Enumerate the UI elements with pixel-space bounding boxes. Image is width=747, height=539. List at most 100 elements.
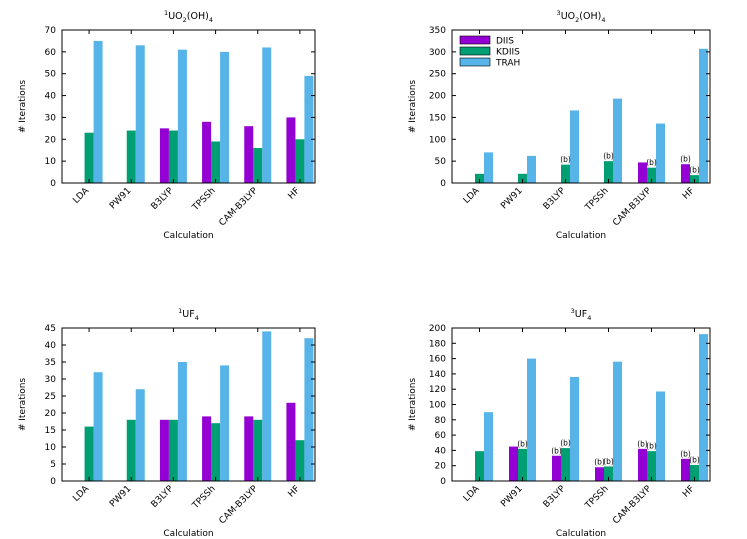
- y-tick-label: 20: [45, 409, 57, 419]
- title-part: 3: [557, 9, 561, 17]
- x-tick-label: TPSSh: [190, 186, 218, 214]
- chart-panel-1: 0 10 20 30 40 50 60 70 LDA PW91 B3LYP TPSSh CAM-B3LY…: [18, 9, 316, 241]
- bar-trah-b3lyp: [177, 362, 187, 481]
- annotation-label: (b): [646, 158, 657, 167]
- y-tick-label: 350: [429, 26, 446, 36]
- y-tick-label: 80: [435, 416, 447, 426]
- bar-kdiis-pw91: [126, 130, 136, 183]
- bar-diis-tpssh: [595, 467, 604, 481]
- bar-kdiis-cam-b3lyp: [647, 451, 656, 481]
- bar-diis-hf: [286, 117, 296, 183]
- x-tick-label: PW91: [499, 484, 524, 509]
- bar-trah-tpssh: [613, 98, 622, 183]
- bar-kdiis-b3lyp: [168, 130, 178, 183]
- title-part: 3: [571, 307, 575, 315]
- x-tick-label: LDA: [462, 483, 482, 503]
- x-tick-label: LDA: [71, 483, 91, 503]
- bar-trah-b3lyp: [570, 110, 579, 183]
- legend-swatch-trah: [459, 57, 491, 67]
- legend-label-diis: DIIS: [496, 37, 514, 47]
- bar-diis-cam-b3lyp: [244, 416, 254, 481]
- plot-frame: [451, 29, 711, 184]
- bar-trah-tpssh: [220, 365, 230, 481]
- bar-diis-b3lyp: [159, 419, 169, 481]
- x-tick-label: TPSSh: [583, 186, 611, 214]
- bar-diis-cam-b3lyp: [244, 126, 254, 183]
- bar-kdiis-cam-b3lyp: [253, 148, 263, 183]
- y-axis-label: # Iterations: [18, 80, 28, 134]
- chart-title: 1UF4: [178, 307, 199, 322]
- y-tick-label: 70: [45, 26, 57, 36]
- y-tick-label: 40: [45, 341, 57, 351]
- title-part: (OH): [187, 11, 209, 22]
- title-part: UF: [575, 309, 587, 320]
- bar-kdiis-b3lyp: [168, 419, 178, 481]
- annotation-label: (b): [689, 455, 700, 464]
- x-tick-label: HF: [681, 484, 697, 500]
- bar-trah-lda: [484, 412, 493, 481]
- y-tick-label: 100: [429, 401, 446, 411]
- legend-label-trah: TRAH: [495, 59, 520, 69]
- bar-kdiis-b3lyp: [561, 164, 570, 183]
- x-tick-label: HF: [287, 484, 303, 500]
- bar-trah-cam-b3lyp: [656, 123, 665, 183]
- bar-diis-hf: [681, 164, 690, 183]
- bar-trah-b3lyp: [570, 376, 579, 481]
- chart-title: 1UO2(OH)4: [164, 9, 213, 24]
- x-tick-label: PW91: [499, 186, 524, 211]
- y-tick-label: 60: [45, 48, 57, 58]
- y-tick-label: 60: [435, 431, 447, 441]
- bar-kdiis-cam-b3lyp: [253, 419, 263, 481]
- x-tick-label: B3LYP: [542, 484, 568, 510]
- bar-trah-lda: [93, 372, 103, 481]
- bar-kdiis-lda: [84, 426, 94, 481]
- bar-kdiis-pw91: [518, 448, 527, 481]
- bar-diis-pw91: [509, 446, 518, 481]
- y-tick-label: 0: [50, 179, 56, 189]
- x-tick-label: CAM-B3LYP: [218, 484, 261, 527]
- x-tick-label: LDA: [71, 185, 91, 205]
- x-tick-label: B3LYP: [150, 484, 176, 510]
- bar-diis-cam-b3lyp: [638, 448, 647, 481]
- title-part: 1: [178, 307, 182, 315]
- bar-kdiis-pw91: [518, 173, 527, 183]
- x-axis-label: Calculation: [163, 529, 213, 539]
- bar-trah-hf: [304, 338, 314, 481]
- bar-trah-cam-b3lyp: [262, 331, 272, 481]
- y-tick-label: 250: [429, 70, 446, 80]
- bar-diis-b3lyp: [552, 455, 561, 481]
- bar-diis-tpssh: [202, 416, 212, 481]
- x-tick-label: HF: [681, 186, 697, 202]
- bar-kdiis-tpssh: [211, 141, 221, 183]
- chart-title: 3UO2(OH)4: [557, 9, 606, 24]
- y-tick-label: 30: [45, 113, 57, 123]
- bar-trah-pw91: [527, 358, 536, 481]
- y-tick-label: 200: [429, 324, 446, 334]
- annotation-label: (b): [594, 458, 605, 467]
- x-tick-label: CAM-B3LYP: [611, 186, 654, 229]
- annotation-label: (b): [680, 449, 691, 458]
- chart-panel-2: (b) (b) (b) (b) (b) 0 50 100 150 200 250 300 350 LDA P…: [408, 9, 711, 241]
- title-part: (OH): [579, 11, 601, 22]
- y-axis-label: # Iterations: [408, 80, 418, 134]
- y-tick-label: 10: [45, 443, 57, 453]
- y-tick-label: 200: [429, 92, 446, 102]
- x-tick-label: CAM-B3LYP: [611, 484, 654, 527]
- y-tick-label: 5: [50, 460, 56, 470]
- bar-trah-cam-b3lyp: [656, 391, 665, 481]
- title-part: 2: [575, 16, 579, 24]
- title-part: UF: [182, 309, 194, 320]
- x-axis-label: Calculation: [163, 231, 213, 241]
- x-tick-label: CAM-B3LYP: [218, 186, 261, 229]
- bar-kdiis-tpssh: [604, 466, 613, 481]
- bar-kdiis-lda: [84, 132, 94, 183]
- title-part: 4: [601, 16, 605, 24]
- y-tick-label: 25: [45, 392, 56, 402]
- plot-frame: [61, 29, 316, 184]
- title-part: 4: [587, 314, 591, 322]
- bar-kdiis-hf: [690, 464, 699, 481]
- bar-trah-hf: [699, 48, 708, 183]
- annotation-label: (b): [637, 439, 648, 448]
- y-tick-label: 0: [440, 477, 446, 487]
